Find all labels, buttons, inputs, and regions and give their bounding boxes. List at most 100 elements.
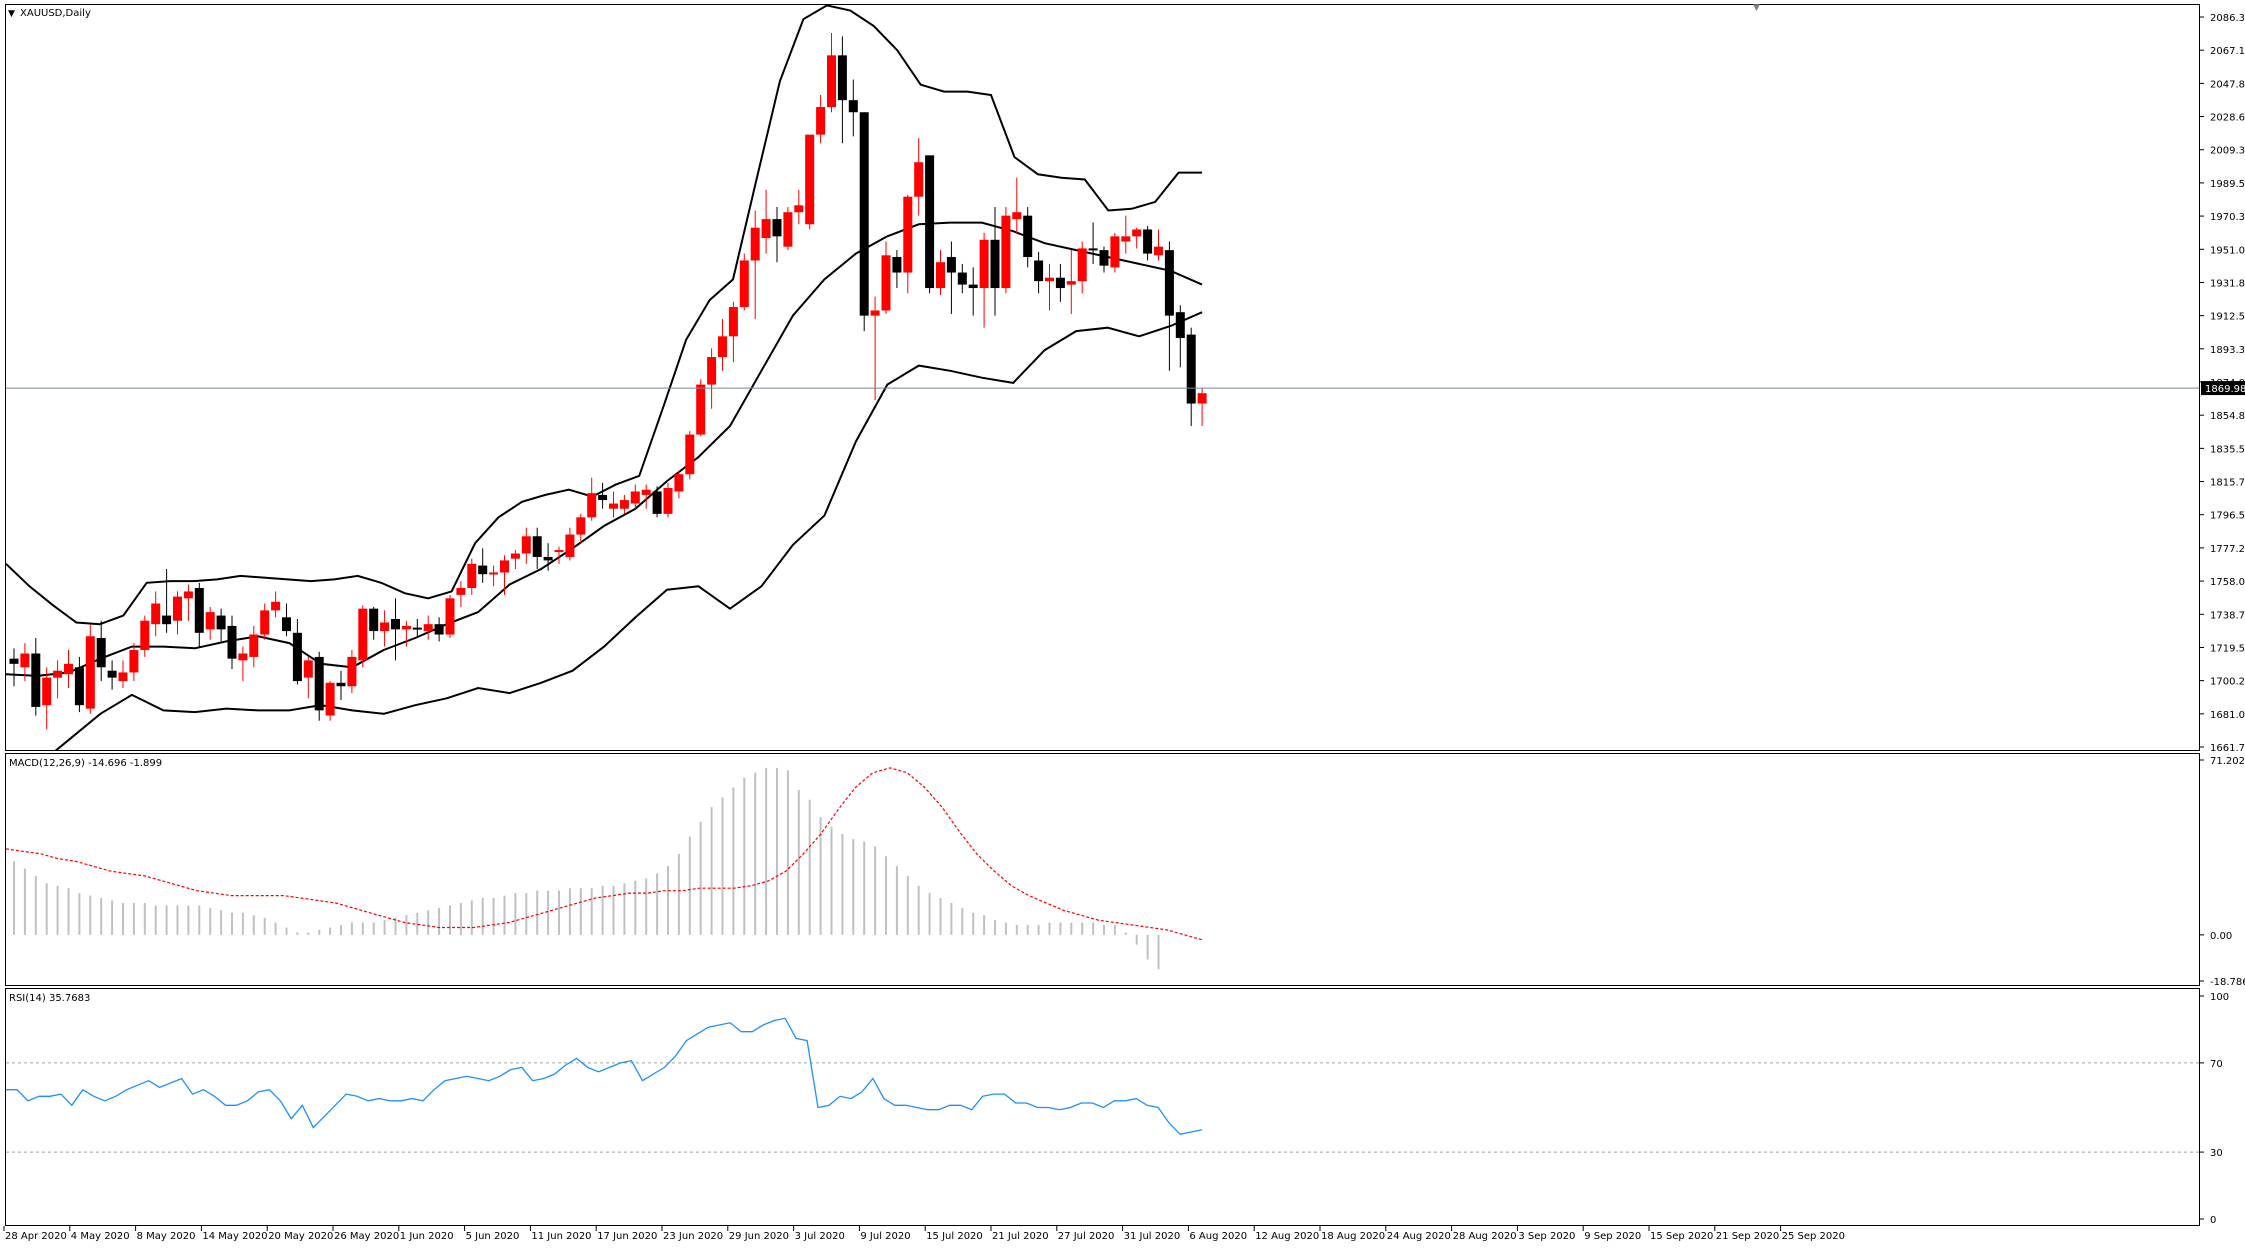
- price-tick-label: 1815.75: [2210, 478, 2245, 489]
- date-tick-label: 27 Jul 2020: [1058, 1231, 1115, 1242]
- candle-body: [728, 307, 738, 337]
- candle-body: [619, 500, 629, 509]
- rsi-label: RSI(14) 35.7683: [9, 993, 90, 1004]
- price-tick-label: 1835.55: [2210, 444, 2245, 455]
- date-tick-label: 3 Sep 2020: [1518, 1231, 1575, 1242]
- candle-body: [576, 517, 586, 535]
- price-tick-label: 2067.10: [2210, 46, 2245, 57]
- candle-body: [303, 660, 313, 678]
- candle-body: [227, 625, 237, 659]
- candle-body: [282, 617, 291, 632]
- price-tick-label: 1700.25: [2210, 677, 2245, 688]
- candle-body: [1132, 229, 1142, 237]
- axis-layer: 2086.35 2067.10 2047.85 2028.60 2009.35 1989.…: [3, 13, 2245, 1242]
- macd-tick-label: -18.786: [2210, 977, 2245, 988]
- candle-body: [85, 636, 95, 709]
- candle-body: [336, 682, 346, 687]
- candle-body: [173, 596, 182, 621]
- date-tick-label: 9 Jul 2020: [860, 1231, 910, 1242]
- candle-body: [1077, 248, 1087, 282]
- candle-body: [380, 622, 390, 632]
- date-tick-label: 5 Jun 2020: [466, 1231, 520, 1242]
- candle-body: [848, 100, 858, 113]
- candle-body: [630, 491, 640, 504]
- price-tick-label: 2028.60: [2210, 113, 2245, 124]
- candle-body: [9, 658, 19, 664]
- candle-body: [53, 670, 63, 678]
- candle-body: [881, 255, 891, 311]
- candle-body: [707, 357, 717, 385]
- candle-body: [129, 650, 139, 673]
- date-tick-label: 28 Apr 2020: [5, 1231, 67, 1242]
- candle-body: [827, 55, 836, 108]
- date-tick-label: 21 Sep 2020: [1716, 1231, 1779, 1242]
- candle-body: [783, 212, 793, 247]
- date-tick-label: 26 May 2020: [334, 1231, 399, 1242]
- candle-body: [64, 663, 73, 675]
- candle-body: [1034, 260, 1044, 282]
- bollinger-upper-line: [6, 5, 1203, 626]
- candle-body: [968, 284, 978, 289]
- date-tick-label: 25 Sep 2020: [1782, 1231, 1845, 1242]
- date-tick-label: 1 Jun 2020: [400, 1231, 454, 1242]
- price-tick-label: 1661.75: [2210, 743, 2245, 754]
- candle-body: [1066, 281, 1076, 285]
- candle-body: [979, 239, 989, 289]
- price-tick-label: 1719.50: [2210, 643, 2245, 654]
- candle-body: [587, 493, 597, 518]
- candle-body: [489, 572, 499, 575]
- date-tick-label: 17 Jun 2020: [597, 1231, 657, 1242]
- candle-body: [478, 565, 488, 575]
- date-tick-label: 31 Jul 2020: [1124, 1231, 1181, 1242]
- symbol-dropdown-icon[interactable]: ▼: [8, 9, 15, 19]
- candle-body: [641, 489, 651, 495]
- candle-body: [565, 534, 575, 557]
- price-tick-label: 1854.80: [2210, 411, 2245, 422]
- candle-body: [837, 55, 847, 101]
- price-tick-label: 1681.00: [2210, 710, 2245, 721]
- date-tick-label: 23 Jun 2020: [663, 1231, 723, 1242]
- candle-body: [903, 196, 913, 273]
- date-tick-label: 14 May 2020: [202, 1231, 267, 1242]
- candle-body: [369, 608, 379, 632]
- candle-body: [1055, 277, 1065, 289]
- candle-body: [31, 653, 41, 707]
- candle-body: [1143, 229, 1153, 254]
- date-tick-label: 20 May 2020: [268, 1231, 333, 1242]
- candle-body: [238, 653, 248, 661]
- date-tick-label: 6 Aug 2020: [1189, 1231, 1247, 1242]
- price-tick-label: 1912.55: [2210, 312, 2245, 323]
- candle-body: [696, 384, 706, 435]
- date-tick-label: 15 Jul 2020: [926, 1231, 983, 1242]
- candle-body: [1110, 236, 1120, 268]
- candle-body: [870, 310, 880, 316]
- price-pane-frame: [5, 4, 2200, 751]
- candle-body: [1099, 250, 1109, 266]
- candle-body: [162, 615, 172, 625]
- date-tick-label: 28 Aug 2020: [1453, 1231, 1517, 1242]
- candle-body: [957, 272, 967, 285]
- rsi-tick-label: 70: [2210, 1059, 2223, 1070]
- candle-body: [946, 257, 956, 273]
- rsi-line: [6, 1017, 1203, 1136]
- candle-body: [1012, 212, 1022, 220]
- date-tick-label: 15 Sep 2020: [1650, 1231, 1713, 1242]
- candle-body: [685, 434, 695, 475]
- candle-body: [292, 632, 302, 682]
- candle-body: [936, 262, 945, 289]
- date-tick-label: 3 Jul 2020: [795, 1231, 845, 1242]
- candle-body: [990, 239, 1000, 289]
- candle-body: [249, 634, 259, 657]
- candle-body: [663, 488, 673, 514]
- price-tick-label: 1777.25: [2210, 544, 2245, 555]
- candle-body: [772, 219, 782, 237]
- candle-body: [925, 155, 935, 289]
- date-tick-label: 18 Aug 2020: [1321, 1231, 1385, 1242]
- candle-body: [325, 682, 335, 716]
- shift-marker-icon[interactable]: ▼: [1753, 3, 1760, 13]
- candle-body: [521, 536, 531, 554]
- macd-label: MACD(12,26,9) -14.696 -1.899: [9, 758, 162, 769]
- date-tick-label: 9 Sep 2020: [1584, 1231, 1641, 1242]
- candle-body: [1023, 215, 1033, 258]
